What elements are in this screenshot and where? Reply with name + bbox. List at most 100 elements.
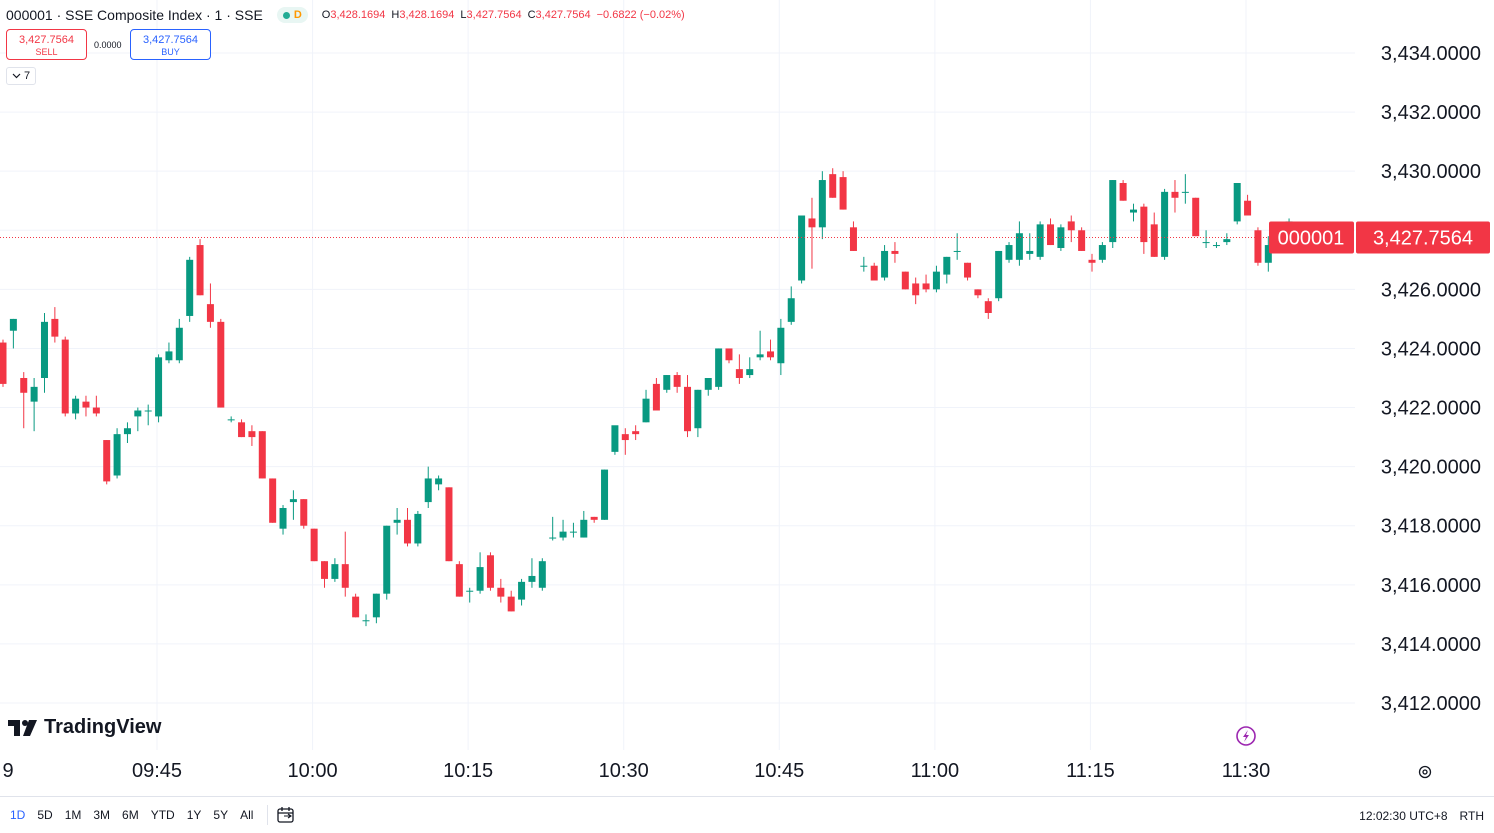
candle-body bbox=[891, 250, 899, 254]
range-all[interactable]: All bbox=[240, 808, 254, 822]
candle-body bbox=[849, 227, 857, 251]
delayed-badge: D bbox=[293, 9, 302, 21]
candle-body bbox=[694, 389, 702, 429]
candle bbox=[1233, 183, 1241, 225]
price-chart[interactable]: 3,412.0000 3,414.0000 3,416.0000 3,418.0000… bbox=[0, 0, 1494, 796]
candle bbox=[113, 428, 121, 479]
ohlc-change: −0.6822 (−0.02%) bbox=[596, 9, 685, 21]
candle-body bbox=[642, 398, 650, 423]
candle-body bbox=[383, 525, 391, 594]
candle-body bbox=[1036, 224, 1044, 257]
candle-body bbox=[300, 499, 308, 526]
candle-body bbox=[486, 555, 494, 588]
x-tick-label: 09:45 bbox=[132, 760, 182, 782]
lightning-icon[interactable] bbox=[1236, 726, 1256, 746]
buy-price: 3,427.7564 bbox=[142, 34, 199, 46]
tradingview-logo[interactable]: TradingView bbox=[8, 716, 161, 739]
candle-body bbox=[995, 250, 1003, 299]
sell-button[interactable]: 3,427.7564 SELL bbox=[6, 29, 87, 60]
candle bbox=[1244, 194, 1252, 216]
candle bbox=[238, 419, 246, 438]
range-1m[interactable]: 1M bbox=[64, 808, 82, 822]
indicators-toggle[interactable]: 7 bbox=[6, 67, 36, 85]
candle bbox=[590, 516, 598, 523]
session-toggle[interactable]: RTH bbox=[1459, 808, 1484, 823]
candle-body bbox=[362, 620, 370, 622]
buy-button[interactable]: 3,427.7564 BUY bbox=[130, 29, 211, 60]
candle-body bbox=[922, 283, 930, 290]
candle-body bbox=[393, 519, 401, 523]
candle-body bbox=[310, 528, 318, 562]
candle-body bbox=[1067, 221, 1075, 231]
candle bbox=[352, 593, 360, 618]
candle-body bbox=[435, 478, 443, 485]
candle bbox=[621, 428, 629, 455]
candle bbox=[217, 318, 225, 408]
candle-body bbox=[1233, 183, 1241, 222]
range-5y[interactable]: 5Y bbox=[213, 808, 229, 822]
candle-body bbox=[559, 531, 567, 538]
candles-series bbox=[0, 168, 1303, 627]
candle-body bbox=[40, 321, 48, 378]
candle bbox=[393, 508, 401, 535]
candle-body bbox=[1161, 191, 1169, 257]
sell-price: 3,427.7564 bbox=[18, 34, 75, 46]
candle bbox=[1181, 174, 1189, 204]
candle bbox=[849, 221, 857, 251]
candle bbox=[611, 425, 619, 455]
candle bbox=[300, 499, 308, 529]
candle-body bbox=[9, 318, 17, 331]
candle-body bbox=[1026, 250, 1034, 254]
candle-body bbox=[507, 596, 515, 612]
y-tick-label: 3,420.0000 bbox=[1381, 457, 1481, 479]
clock-timezone[interactable]: 12:02:30 UTC+8 bbox=[1359, 808, 1448, 823]
candle bbox=[1119, 180, 1127, 201]
range-1d[interactable]: 1D bbox=[10, 808, 26, 822]
market-status[interactable]: D bbox=[276, 7, 308, 23]
y-tick-label: 3,416.0000 bbox=[1381, 575, 1481, 597]
tradingview-wordmark: TradingView bbox=[44, 716, 162, 738]
candle bbox=[497, 578, 505, 603]
time-axis[interactable]: 9 09:45 10:00 10:15 10:30 10:45 11:00 11:15 11:3… bbox=[2, 760, 1270, 782]
range-ytd[interactable]: YTD bbox=[150, 808, 175, 822]
date-range-icon[interactable] bbox=[276, 806, 296, 824]
candle-body bbox=[466, 590, 474, 592]
candle bbox=[92, 395, 100, 417]
candle-body bbox=[186, 259, 194, 316]
candle bbox=[269, 478, 277, 523]
candle bbox=[964, 262, 972, 281]
candle bbox=[787, 286, 795, 325]
candle bbox=[206, 283, 214, 328]
candle bbox=[632, 425, 640, 441]
candle-body bbox=[414, 513, 422, 544]
candle bbox=[123, 422, 131, 443]
ohlc-low: L3,427.7564 bbox=[460, 9, 522, 21]
candle bbox=[310, 528, 318, 562]
candle-body bbox=[756, 354, 764, 358]
candle-body bbox=[92, 407, 100, 414]
range-5d[interactable]: 5D bbox=[37, 808, 53, 822]
candle bbox=[1192, 197, 1200, 237]
candle-body bbox=[839, 177, 847, 210]
y-tick-label: 3,430.0000 bbox=[1381, 161, 1481, 183]
candle-body bbox=[621, 434, 629, 441]
candle bbox=[51, 307, 59, 343]
price-axis[interactable]: 3,412.0000 3,414.0000 3,416.0000 3,418.0000… bbox=[1381, 43, 1481, 715]
candle bbox=[61, 336, 69, 417]
range-1y[interactable]: 1Y bbox=[186, 808, 202, 822]
candle-body bbox=[175, 327, 183, 361]
candle-body bbox=[932, 271, 940, 290]
candle bbox=[372, 593, 380, 624]
candle-body bbox=[725, 348, 733, 361]
range-3m[interactable]: 3M bbox=[93, 808, 111, 822]
symbol-title[interactable]: 000001 · SSE Composite Index · 1 · SSE bbox=[6, 7, 263, 23]
candle bbox=[1171, 180, 1179, 213]
candle-body bbox=[766, 351, 774, 358]
candle-body bbox=[1140, 206, 1148, 243]
settings-icon[interactable] bbox=[1418, 765, 1432, 779]
range-6m[interactable]: 6M bbox=[122, 808, 139, 822]
candle bbox=[1005, 242, 1013, 263]
candle bbox=[186, 256, 194, 322]
candle-body bbox=[1098, 245, 1106, 260]
candle-body bbox=[1078, 230, 1086, 251]
